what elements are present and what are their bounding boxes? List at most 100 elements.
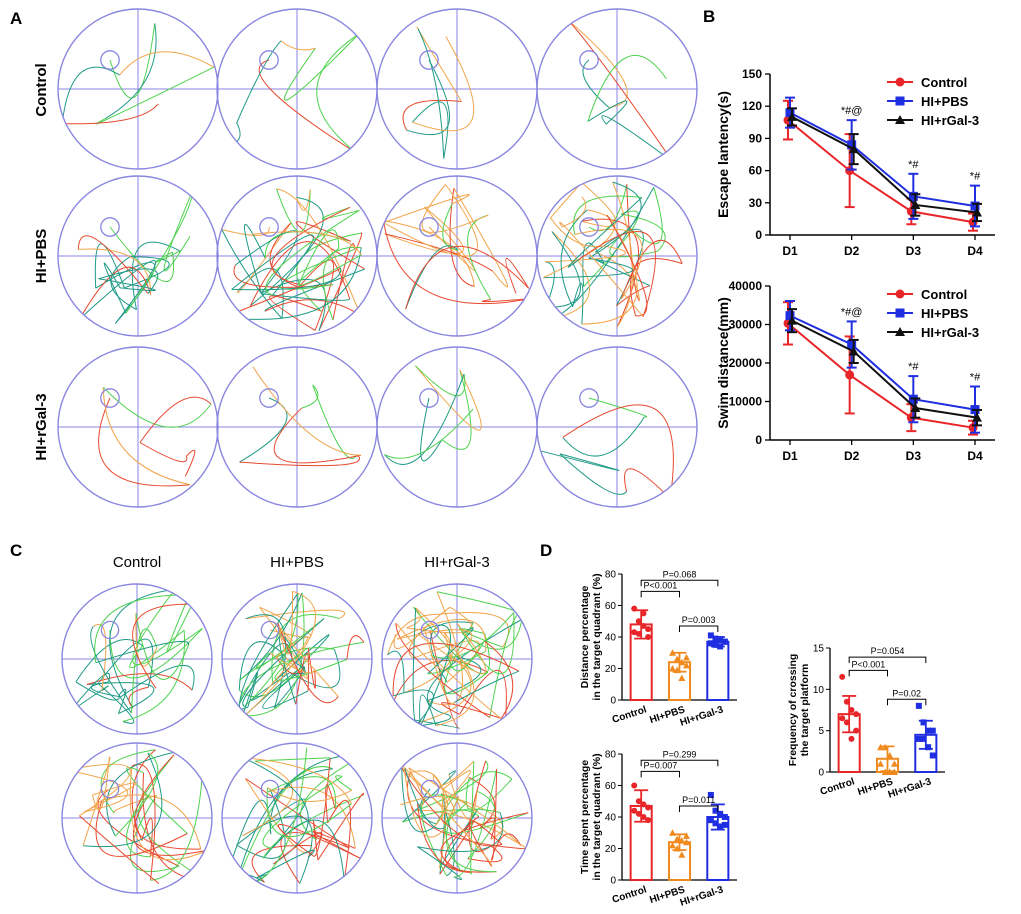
data-point xyxy=(678,851,686,858)
legend-marker xyxy=(895,289,905,299)
swim-path xyxy=(400,767,503,847)
significance-annotation: *#@ xyxy=(841,306,863,318)
swim-path xyxy=(61,66,120,124)
pool xyxy=(536,8,698,170)
swim-path xyxy=(243,757,352,804)
swim-path-group xyxy=(226,747,368,889)
swim-path-group xyxy=(399,747,529,880)
pool xyxy=(221,742,373,894)
swim-path xyxy=(413,640,480,683)
swim-path xyxy=(241,590,316,720)
panel-label-c: C xyxy=(10,541,22,560)
swim-path xyxy=(399,796,448,827)
y-tick-label: 0 xyxy=(610,696,616,707)
target-platform xyxy=(420,779,440,799)
swim-path xyxy=(417,624,451,728)
swim-path xyxy=(280,40,316,51)
y-tick-label: 60 xyxy=(749,164,763,178)
swim-path xyxy=(134,754,201,850)
target-platform xyxy=(100,779,120,799)
swim-path-group xyxy=(543,181,683,328)
comparison-bracket xyxy=(640,590,680,598)
series-line xyxy=(791,319,978,419)
swim-path xyxy=(404,767,447,830)
swim-path xyxy=(272,832,323,865)
target-platform xyxy=(419,217,439,237)
swim-path xyxy=(427,591,464,706)
p-value: P<0.001 xyxy=(851,659,885,669)
x-tick-label: D3 xyxy=(906,449,922,463)
y-tick-label: 40000 xyxy=(729,279,763,293)
data-point xyxy=(712,641,719,648)
swim-path xyxy=(104,23,157,120)
swim-path xyxy=(295,652,310,705)
swim-path xyxy=(417,623,487,674)
data-point xyxy=(908,191,918,201)
swim-path xyxy=(267,787,353,802)
data-point xyxy=(848,144,859,154)
data-point xyxy=(890,760,898,767)
p-value: P=0.02 xyxy=(892,688,921,698)
swim-path xyxy=(249,241,351,307)
swim-path xyxy=(102,387,191,486)
p-value: P=0.299 xyxy=(663,749,697,759)
swim-path xyxy=(582,59,610,108)
swim-path xyxy=(412,36,475,132)
pool-border xyxy=(381,742,533,894)
swim-path xyxy=(616,285,651,307)
data-point xyxy=(972,207,982,217)
pool-border xyxy=(61,583,213,735)
data-point xyxy=(707,817,714,824)
swim-path xyxy=(578,231,656,317)
swim-path xyxy=(443,805,455,877)
swim-path xyxy=(549,182,582,219)
data-point xyxy=(843,698,850,705)
panel-label-d: D xyxy=(540,541,552,560)
data-point xyxy=(678,837,686,844)
swim-path xyxy=(416,26,462,102)
swim-path xyxy=(417,28,445,159)
swim-path xyxy=(95,640,189,664)
data-point xyxy=(682,661,690,669)
swim-path xyxy=(242,757,309,865)
swim-path xyxy=(490,833,522,860)
swim-path-group xyxy=(402,26,475,159)
swim-path xyxy=(620,239,683,300)
data-point xyxy=(635,630,642,637)
swim-path xyxy=(561,196,587,228)
swim-path xyxy=(242,815,313,884)
significance-annotation: *# xyxy=(908,159,919,171)
y-tick-label: 0 xyxy=(755,228,762,242)
data-point xyxy=(640,610,647,617)
p-value: P<0.001 xyxy=(643,580,677,590)
swim-path xyxy=(235,766,333,886)
swim-path xyxy=(421,184,489,233)
pool xyxy=(57,8,219,170)
swim-path xyxy=(283,33,360,101)
swim-path xyxy=(387,613,440,655)
data-point xyxy=(925,727,932,734)
swim-path xyxy=(482,298,529,303)
swim-path xyxy=(98,397,191,487)
target-platform xyxy=(419,50,439,70)
swim-path xyxy=(449,188,475,287)
swim-path xyxy=(444,808,501,872)
x-tick-label: HI+rGal-3 xyxy=(679,884,725,908)
swim-path xyxy=(444,622,489,695)
swim-path-group xyxy=(221,188,365,332)
swim-path-group xyxy=(541,397,674,499)
swim-path xyxy=(387,659,489,716)
data-point xyxy=(853,727,860,734)
swim-path xyxy=(86,673,193,691)
data-point xyxy=(673,666,681,674)
y-axis-label: Swim distance(mm) xyxy=(715,297,731,428)
swim-path xyxy=(242,760,294,837)
pool-border xyxy=(61,742,213,894)
swim-path-group xyxy=(563,16,674,163)
swim-path xyxy=(135,613,189,680)
swim-path xyxy=(90,626,132,714)
data-point xyxy=(717,823,724,830)
swim-path xyxy=(109,226,175,282)
swim-path xyxy=(259,606,309,680)
swim-path xyxy=(238,592,303,681)
